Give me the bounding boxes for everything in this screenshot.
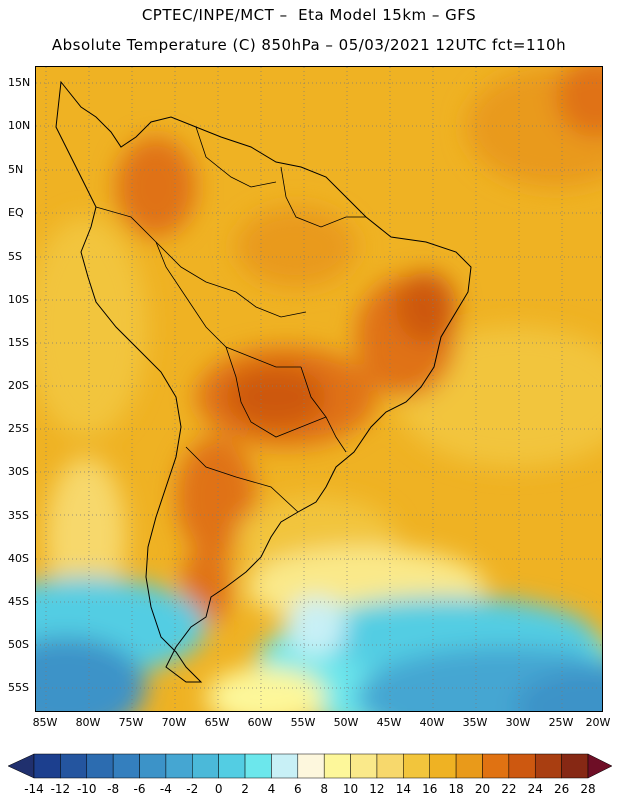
- temperature-field: [36, 67, 602, 711]
- legend-swatch: [244, 753, 272, 779]
- legend-swatch: [561, 753, 589, 779]
- lon-label-80w: 80W: [75, 716, 101, 729]
- legend-label: 12: [369, 782, 385, 796]
- legend-label: -8: [107, 782, 120, 796]
- lon-label-40w: 40W: [419, 716, 445, 729]
- lat-label-25s: 25S: [8, 422, 29, 435]
- lon-label-75w: 75W: [118, 716, 144, 729]
- legend-label: 22: [501, 782, 517, 796]
- legend-label: -14: [24, 782, 44, 796]
- lon-label-30w: 30W: [505, 716, 531, 729]
- legend-label: -10: [76, 782, 97, 796]
- map-title-line1: CPTEC/INPE/MCT – Eta Model 15km – GFS: [141, 6, 477, 24]
- lon-label-70w: 70W: [161, 716, 187, 729]
- legend-label: 16: [422, 782, 438, 796]
- lat-label-5s: 5S: [8, 250, 22, 263]
- legend-swatch: [112, 753, 140, 779]
- map-title-line2: Absolute Temperature (C) 850hPa – 05/03/…: [51, 36, 567, 54]
- lon-label-50w: 50W: [333, 716, 359, 729]
- legend-label: 20: [474, 782, 491, 796]
- graticule: [36, 67, 602, 711]
- color-legend: [7, 753, 613, 779]
- temperature-map: [35, 66, 603, 712]
- lat-label-15n: 15N: [8, 76, 31, 89]
- legend-label: 26: [553, 782, 570, 796]
- legend-label: 28: [580, 782, 596, 796]
- lat-label-20s: 20S: [8, 379, 29, 392]
- lon-label-25w: 25W: [548, 716, 574, 729]
- legend-swatch: [508, 753, 536, 779]
- legend-swatch: [192, 753, 219, 779]
- continent-outline: [55, 80, 472, 683]
- lat-label-5n: 5N: [8, 163, 24, 176]
- legend-label: 18: [448, 782, 464, 796]
- legend-swatch: [60, 753, 88, 779]
- legend-swatch: [534, 753, 562, 779]
- country-borders: [95, 126, 366, 513]
- lon-label-85w: 85W: [32, 716, 58, 729]
- legend-swatch: [297, 753, 325, 779]
- legend-label: 8: [320, 782, 328, 796]
- legend-swatch: [455, 753, 483, 779]
- lon-label-20w: 20W: [585, 716, 611, 729]
- lat-label-45s: 45S: [8, 595, 29, 608]
- legend-label: -4: [159, 782, 172, 796]
- lon-label-65w: 65W: [204, 716, 230, 729]
- legend-swatch: [33, 753, 61, 779]
- legend-swatch: [482, 753, 510, 779]
- legend-label: 4: [267, 782, 276, 796]
- lon-label-35w: 35W: [462, 716, 488, 729]
- legend-swatch: [350, 753, 378, 779]
- lat-label-eq: EQ: [8, 206, 24, 219]
- legend-swatch: [323, 753, 351, 779]
- lat-label-55s: 55S: [8, 681, 29, 694]
- legend-swatch: [139, 753, 167, 779]
- legend-swatch: [218, 753, 246, 779]
- legend-swatch: [165, 753, 193, 779]
- lat-label-10s: 10S: [8, 293, 29, 306]
- legend-swatch: [429, 753, 457, 779]
- legend-under-arrow: [7, 753, 35, 779]
- legend-label: -12: [50, 782, 71, 796]
- lat-label-15s: 15S: [8, 336, 29, 349]
- legend-swatch: [376, 753, 404, 779]
- lat-label-10n: 10N: [8, 119, 31, 132]
- lat-label-50s: 50S: [8, 638, 29, 651]
- legend-label: 0: [214, 782, 223, 796]
- lon-label-60w: 60W: [247, 716, 273, 729]
- legend-label: 14: [395, 782, 411, 796]
- legend-label: 24: [527, 782, 543, 796]
- legend-swatch: [86, 753, 114, 779]
- legend-label: 10: [342, 782, 359, 796]
- lon-label-55w: 55W: [290, 716, 316, 729]
- legend-swatch: [403, 753, 430, 779]
- legend-swatch: [271, 753, 299, 779]
- lat-label-30s: 30S: [8, 465, 29, 478]
- legend-label: -6: [133, 782, 146, 796]
- lon-label-45w: 45W: [376, 716, 402, 729]
- legend-label: 6: [293, 782, 302, 796]
- lat-label-40s: 40S: [8, 552, 29, 565]
- lat-label-35s: 35S: [8, 509, 29, 522]
- legend-over-arrow: [587, 753, 613, 779]
- legend-label: 2: [241, 782, 249, 796]
- legend-label: -2: [186, 782, 199, 796]
